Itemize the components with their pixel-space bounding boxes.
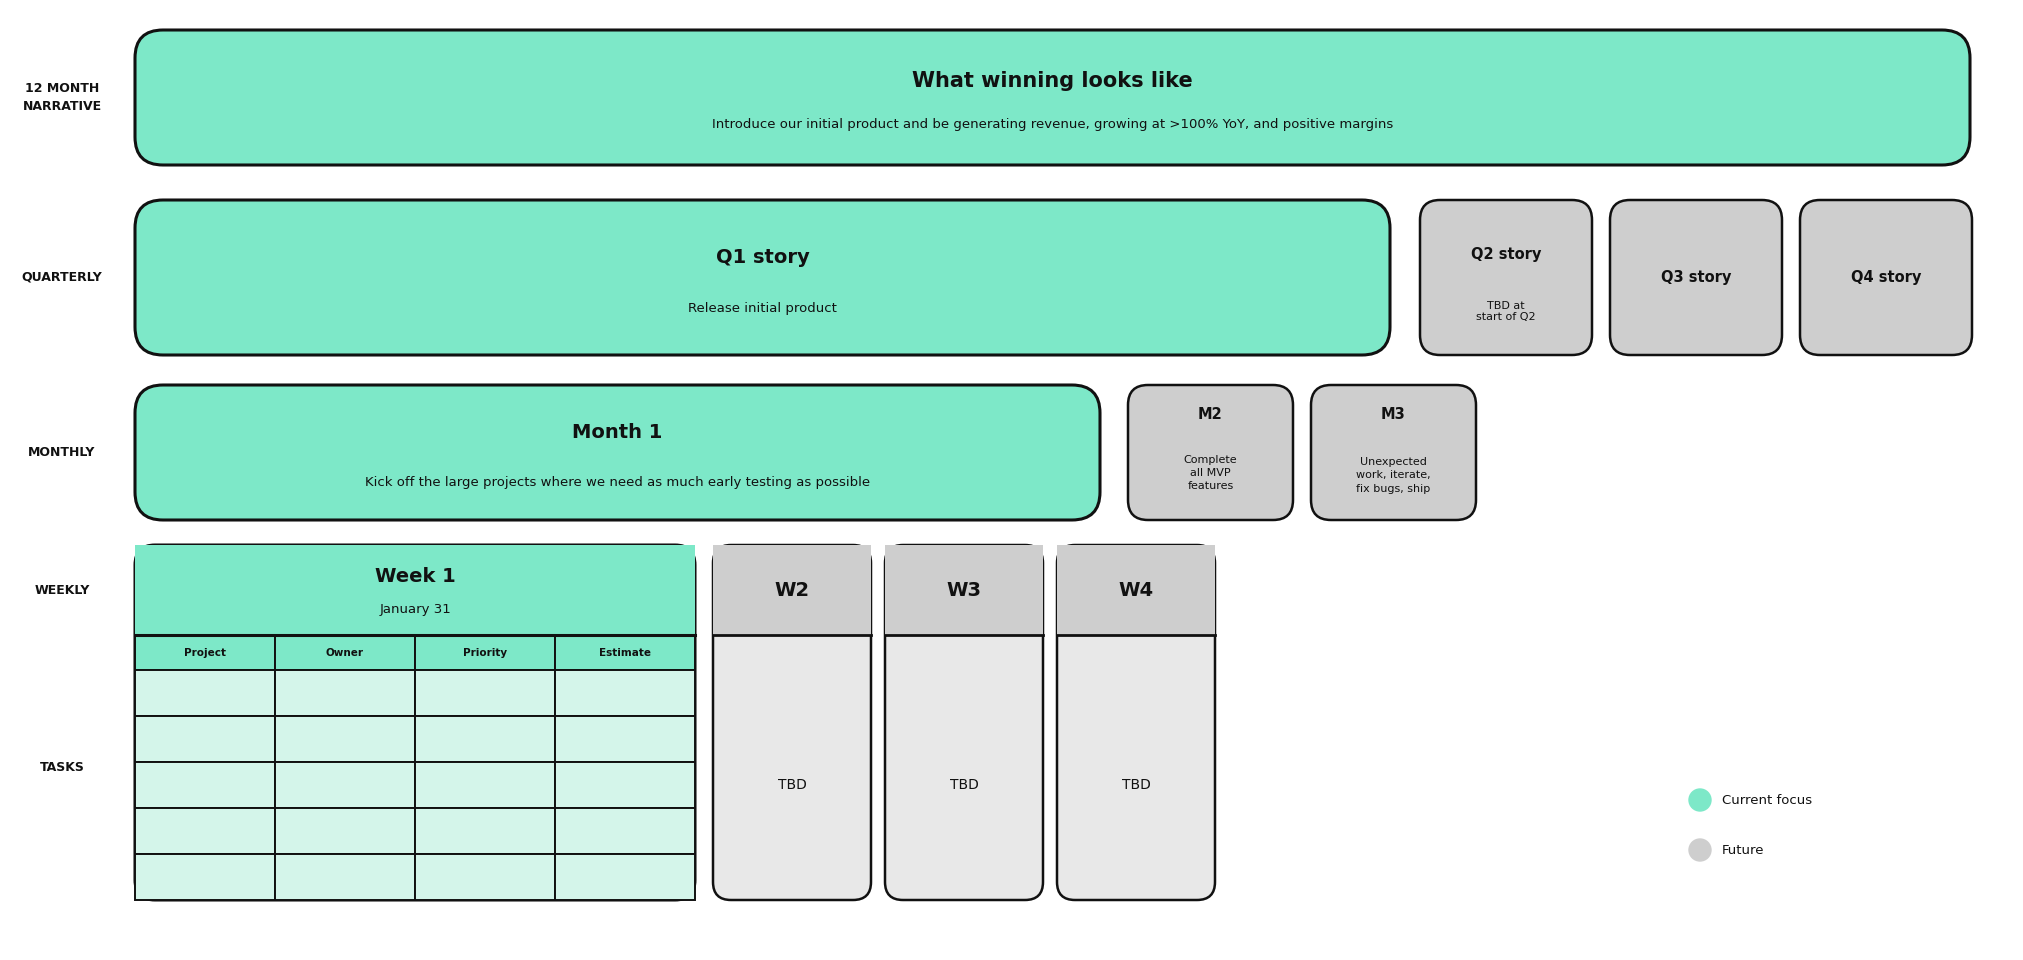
Text: TBD: TBD: [1121, 778, 1149, 792]
Bar: [415, 808, 554, 854]
Text: What winning looks like: What winning looks like: [912, 71, 1192, 91]
Text: TASKS: TASKS: [40, 761, 85, 774]
Bar: [275, 808, 415, 854]
Bar: [554, 854, 694, 900]
FancyBboxPatch shape: [1420, 200, 1592, 355]
Bar: [415, 670, 554, 716]
FancyBboxPatch shape: [1056, 545, 1214, 635]
Bar: [554, 762, 694, 808]
Bar: [554, 808, 694, 854]
Bar: [275, 635, 415, 670]
Text: Q1 story: Q1 story: [716, 248, 809, 267]
FancyBboxPatch shape: [712, 545, 870, 635]
Bar: [554, 635, 694, 670]
Text: Unexpected
work, iterate,
fix bugs, ship: Unexpected work, iterate, fix bugs, ship: [1355, 457, 1430, 493]
Bar: [554, 670, 694, 716]
FancyBboxPatch shape: [136, 200, 1390, 355]
FancyBboxPatch shape: [1127, 385, 1293, 520]
Text: Complete
all MVP
features: Complete all MVP features: [1183, 454, 1236, 491]
Circle shape: [1687, 839, 1709, 861]
FancyBboxPatch shape: [712, 545, 870, 900]
Text: Future: Future: [1722, 844, 1764, 856]
Bar: [415, 635, 554, 670]
Text: January 31: January 31: [378, 603, 451, 616]
Bar: [136, 670, 275, 716]
Bar: [415, 716, 554, 762]
Text: W2: W2: [775, 581, 809, 599]
Text: W4: W4: [1119, 581, 1153, 599]
Text: WEEKLY: WEEKLY: [34, 584, 89, 596]
Circle shape: [1687, 789, 1709, 811]
Text: W3: W3: [947, 581, 981, 599]
Bar: [136, 762, 275, 808]
Bar: [275, 854, 415, 900]
Text: QUARTERLY: QUARTERLY: [22, 271, 103, 284]
FancyBboxPatch shape: [136, 545, 694, 635]
Text: Week 1: Week 1: [374, 567, 455, 586]
FancyBboxPatch shape: [1311, 385, 1475, 520]
FancyBboxPatch shape: [1608, 200, 1780, 355]
FancyBboxPatch shape: [884, 545, 1042, 900]
FancyBboxPatch shape: [1056, 545, 1214, 900]
Text: M2: M2: [1198, 407, 1222, 422]
Text: Project: Project: [184, 647, 227, 658]
Bar: [415, 762, 554, 808]
Bar: [136, 808, 275, 854]
Bar: [136, 716, 275, 762]
Text: Introduce our initial product and be generating revenue, growing at >100% YoY, a: Introduce our initial product and be gen…: [712, 118, 1392, 131]
Bar: [136, 854, 275, 900]
Text: Q3 story: Q3 story: [1661, 270, 1730, 285]
Text: M3: M3: [1380, 407, 1406, 422]
Bar: [275, 762, 415, 808]
Text: TBD at
start of Q2: TBD at start of Q2: [1475, 300, 1535, 323]
Text: Estimate: Estimate: [599, 647, 651, 658]
Text: 12 MONTH
NARRATIVE: 12 MONTH NARRATIVE: [22, 83, 101, 112]
Text: MONTHLY: MONTHLY: [28, 446, 95, 459]
FancyBboxPatch shape: [884, 545, 1042, 635]
Text: Kick off the large projects where we need as much early testing as possible: Kick off the large projects where we nee…: [364, 476, 870, 489]
FancyBboxPatch shape: [1798, 200, 1970, 355]
FancyBboxPatch shape: [136, 385, 1098, 520]
Text: Month 1: Month 1: [573, 422, 662, 442]
FancyBboxPatch shape: [136, 30, 1968, 165]
Text: Owner: Owner: [326, 647, 364, 658]
Bar: [554, 716, 694, 762]
Text: TBD: TBD: [777, 778, 805, 792]
Bar: [275, 716, 415, 762]
Text: Q2 story: Q2 story: [1471, 247, 1540, 262]
Bar: [136, 635, 275, 670]
Text: Priority: Priority: [463, 647, 508, 658]
FancyBboxPatch shape: [136, 545, 694, 900]
Text: Current focus: Current focus: [1722, 794, 1811, 806]
Bar: [275, 670, 415, 716]
Bar: [136, 545, 694, 635]
Bar: [884, 545, 1042, 635]
Text: TBD: TBD: [949, 778, 977, 792]
Bar: [712, 545, 870, 635]
Text: Q4 story: Q4 story: [1849, 270, 1920, 285]
Bar: [415, 854, 554, 900]
Text: Release initial product: Release initial product: [688, 302, 838, 315]
Bar: [1056, 545, 1214, 635]
